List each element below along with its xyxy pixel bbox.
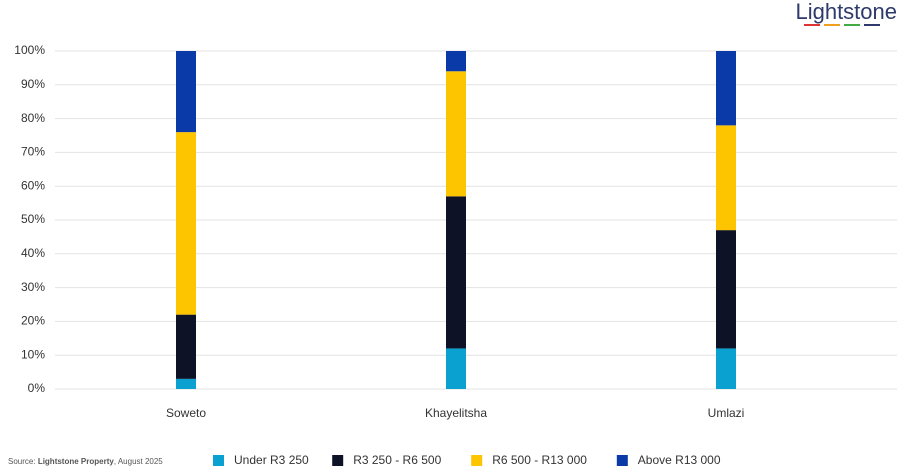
y-tick-label: 0% (28, 381, 46, 395)
bar-segment (176, 314, 196, 379)
y-tick-label: 80% (21, 111, 45, 125)
bar-segment (176, 51, 196, 133)
legend-label: R3 250 - R6 500 (353, 453, 441, 467)
legend-swatch (471, 455, 483, 466)
bar-segment (716, 348, 736, 389)
legend-swatch (616, 455, 628, 466)
bar-segment (716, 230, 736, 349)
y-tick-label: 90% (21, 77, 45, 91)
source-name: Lightstone Property (38, 457, 115, 466)
bar-segment (176, 378, 196, 389)
legend-swatch (332, 455, 344, 466)
source-suffix: , August 2025 (114, 457, 163, 466)
bar-segment (446, 348, 466, 389)
legend-label: Above R13 000 (638, 453, 721, 467)
y-tick-label: 30% (21, 280, 45, 294)
y-tick-label: 100% (14, 43, 45, 57)
y-tick-label: 70% (21, 145, 45, 159)
y-tick-label: 50% (21, 212, 45, 226)
logo-underline (804, 24, 880, 26)
bar-segment (446, 196, 466, 349)
bar-segment (176, 132, 196, 315)
logo: Lightstone (795, 0, 897, 24)
bar-segment (716, 51, 736, 126)
x-tick-label: Umlazi (708, 406, 745, 420)
y-tick-label: 10% (21, 347, 45, 361)
x-tick-label: Khayelitsha (425, 406, 487, 420)
y-tick-label: 40% (21, 246, 45, 260)
y-tick-label: 60% (21, 178, 45, 192)
legend-label: Under R3 250 (234, 453, 309, 467)
legend-swatch (213, 455, 224, 466)
y-tick-label: 20% (21, 314, 45, 328)
source-prefix: Source: (8, 457, 36, 466)
legend-label: R6 500 - R13 000 (492, 453, 587, 467)
x-tick-label: Soweto (166, 406, 206, 420)
bar-segment (716, 125, 736, 231)
source: Source: Lightstone Property, August 2025 (8, 457, 163, 466)
bar-segment (446, 71, 466, 197)
bar-segment (446, 51, 466, 72)
